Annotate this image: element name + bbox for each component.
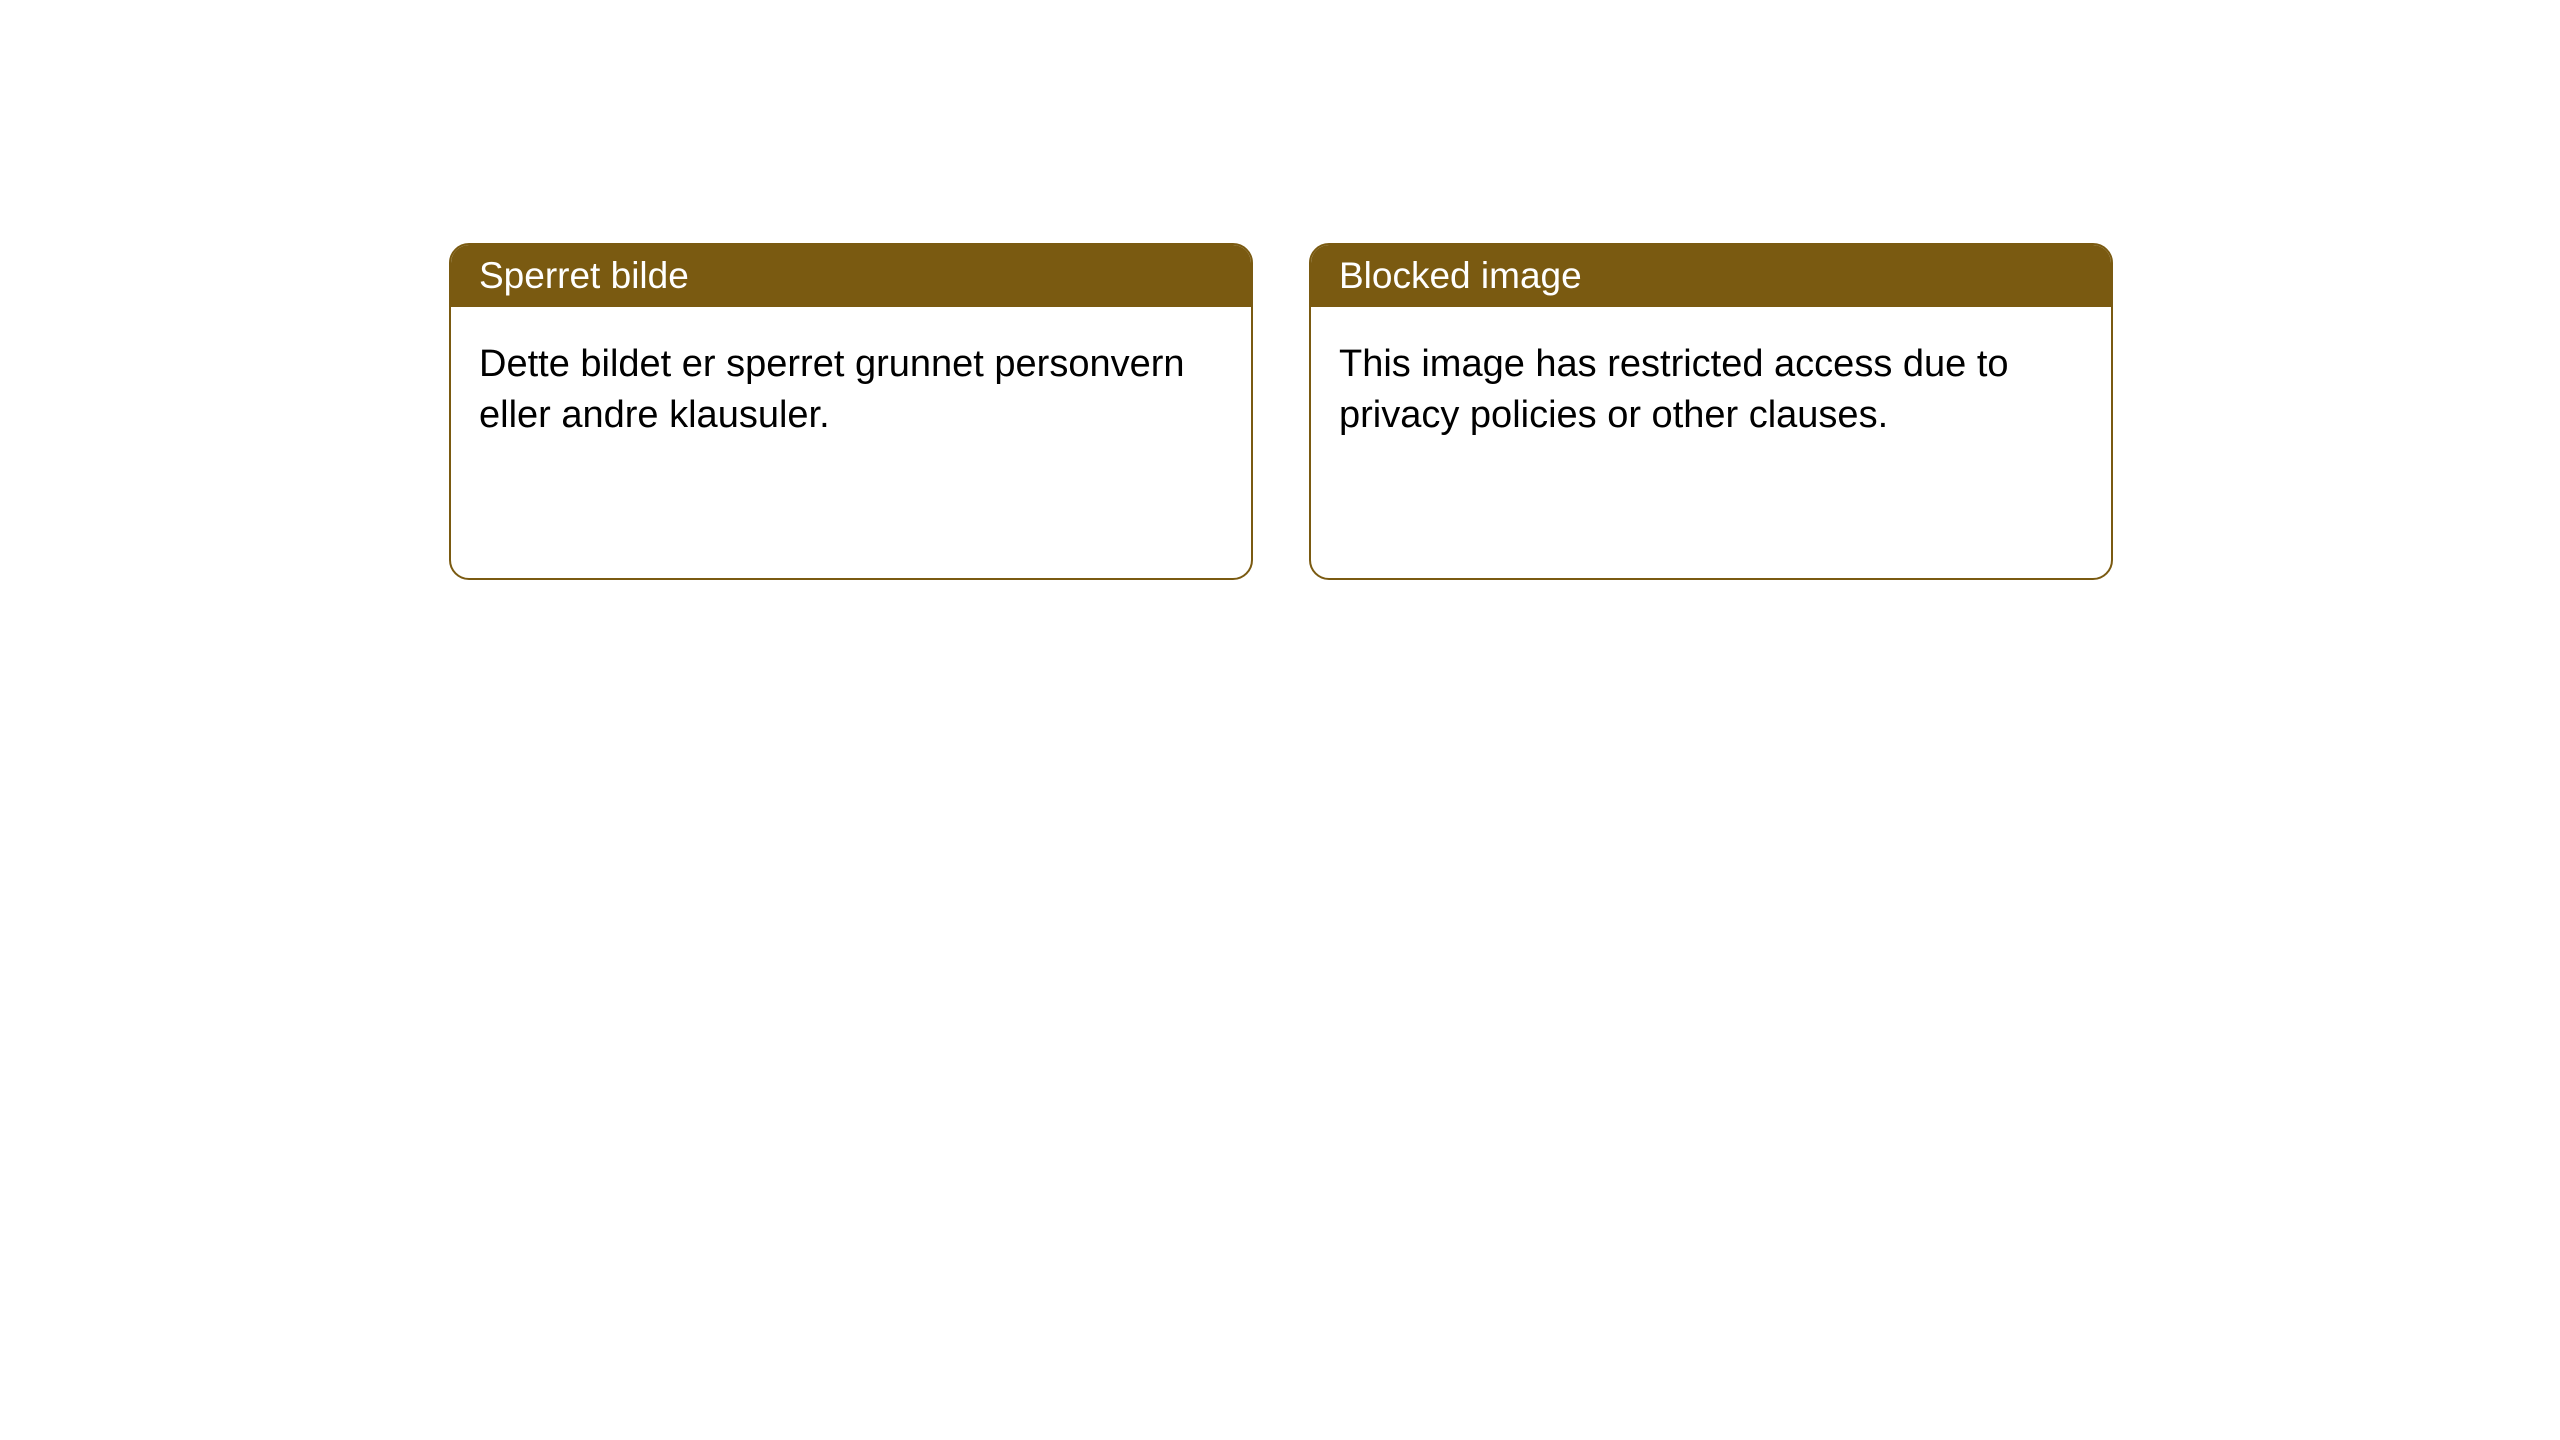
card-body-en: This image has restricted access due to … <box>1311 307 2111 474</box>
blocked-image-card-no: Sperret bilde Dette bildet er sperret gr… <box>449 243 1253 580</box>
notice-container: Sperret bilde Dette bildet er sperret gr… <box>0 0 2560 580</box>
card-body-no: Dette bildet er sperret grunnet personve… <box>451 307 1251 474</box>
blocked-image-card-en: Blocked image This image has restricted … <box>1309 243 2113 580</box>
card-header-en: Blocked image <box>1311 245 2111 307</box>
card-header-no: Sperret bilde <box>451 245 1251 307</box>
